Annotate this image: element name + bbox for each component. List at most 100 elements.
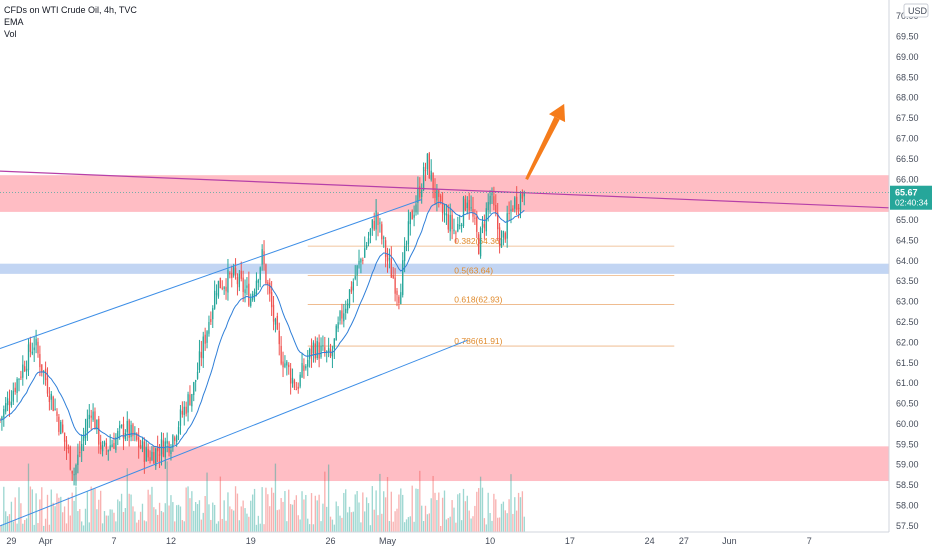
- candle-body: [265, 264, 267, 284]
- volume-bar: [343, 492, 345, 532]
- candle: [379, 217, 381, 233]
- candle-body: [117, 430, 119, 438]
- volume-bar: [282, 501, 284, 532]
- candle-body: [407, 221, 410, 245]
- candle-body: [132, 424, 134, 437]
- y-tick-label: 63.50: [896, 276, 919, 286]
- candle: [111, 439, 113, 448]
- volume-bar: [402, 494, 404, 532]
- candle: [10, 390, 13, 408]
- candle-body: [495, 205, 497, 214]
- volume-bar: [428, 513, 430, 532]
- volume-bar: [263, 524, 265, 532]
- volume-bar: [386, 477, 389, 532]
- volume-bar: [409, 516, 411, 532]
- candle: [318, 334, 320, 368]
- candle: [365, 241, 368, 250]
- x-tick-label: 10: [485, 536, 495, 546]
- candle-body: [225, 286, 227, 292]
- chart-title[interactable]: CFDs on WTI Crude Oil, 4h, TVC: [4, 5, 137, 15]
- candle-body: [101, 445, 104, 452]
- candle-body: [5, 403, 7, 412]
- volume-bar: [367, 503, 370, 532]
- candle-body: [440, 195, 442, 202]
- candle-body: [295, 389, 297, 391]
- volume-bar: [179, 506, 182, 532]
- candle-body: [221, 287, 223, 289]
- candle: [246, 277, 248, 296]
- y-tick-label: 58.00: [896, 500, 919, 510]
- candle: [270, 281, 273, 316]
- candle-body: [438, 190, 440, 198]
- volume-bar: [269, 506, 271, 532]
- volume-bar: [223, 500, 225, 532]
- volume-bar: [421, 505, 423, 532]
- candle-body: [139, 445, 142, 449]
- volume-bar: [12, 521, 14, 532]
- candle: [479, 226, 482, 259]
- candle-body: [22, 364, 24, 378]
- volume-bar: [301, 491, 303, 532]
- candle-body: [238, 273, 241, 288]
- volume-bar: [352, 511, 354, 532]
- candle: [341, 303, 343, 325]
- candle: [58, 413, 60, 436]
- volume-bar: [29, 486, 32, 532]
- y-tick-label: 59.50: [896, 439, 919, 449]
- candle-body: [177, 426, 180, 434]
- candle: [183, 401, 185, 426]
- candle: [320, 337, 322, 359]
- candle-body: [136, 433, 138, 440]
- legend-ema[interactable]: EMA: [4, 17, 24, 27]
- candle: [122, 416, 125, 451]
- volume-bar: [312, 524, 315, 532]
- candle: [333, 338, 335, 360]
- candle: [174, 435, 176, 445]
- candle-body: [35, 338, 37, 346]
- volume-bar: [383, 491, 385, 532]
- candle-body: [270, 292, 273, 308]
- candle-body: [348, 289, 351, 306]
- candle-body: [60, 421, 62, 435]
- volume-bar: [316, 500, 318, 532]
- candle: [384, 237, 387, 268]
- fib-label-3: 0.786(61.91): [454, 336, 502, 346]
- volume-bar: [337, 506, 339, 532]
- y-tick-label: 57.50: [896, 521, 919, 531]
- volume-bar: [153, 507, 155, 532]
- volume-bar: [22, 523, 24, 532]
- volume-bar: [487, 492, 489, 532]
- volume-bar: [200, 519, 203, 532]
- volume-bar: [261, 487, 263, 532]
- candle-body: [443, 213, 446, 215]
- volume-bar: [139, 511, 142, 532]
- volume-bar: [16, 523, 18, 532]
- volume-bar: [246, 513, 248, 532]
- legend-vol[interactable]: Vol: [4, 29, 17, 39]
- candle-body: [170, 450, 172, 455]
- volume-bar: [130, 494, 132, 532]
- price-tag-value: 65.67: [895, 188, 918, 198]
- candle-body: [100, 442, 102, 450]
- volume-bar: [128, 493, 130, 532]
- candle-body: [491, 193, 493, 196]
- candle: [24, 360, 26, 373]
- candle-body: [86, 418, 89, 432]
- volume-bar: [440, 525, 442, 532]
- candle-body: [310, 346, 313, 357]
- candle-body: [312, 342, 315, 354]
- volume-bar: [392, 521, 394, 532]
- candle: [259, 266, 261, 288]
- volume-bar: [365, 497, 368, 532]
- candle: [113, 432, 115, 449]
- volume-bar: [348, 506, 351, 532]
- volume-bar: [390, 491, 392, 532]
- x-tick-label: 29: [6, 536, 16, 546]
- candle: [324, 336, 326, 357]
- volume-bar: [103, 511, 106, 532]
- candle: [225, 278, 227, 300]
- candle: [48, 387, 51, 411]
- candle-body: [388, 258, 391, 260]
- volume-bar: [65, 523, 68, 532]
